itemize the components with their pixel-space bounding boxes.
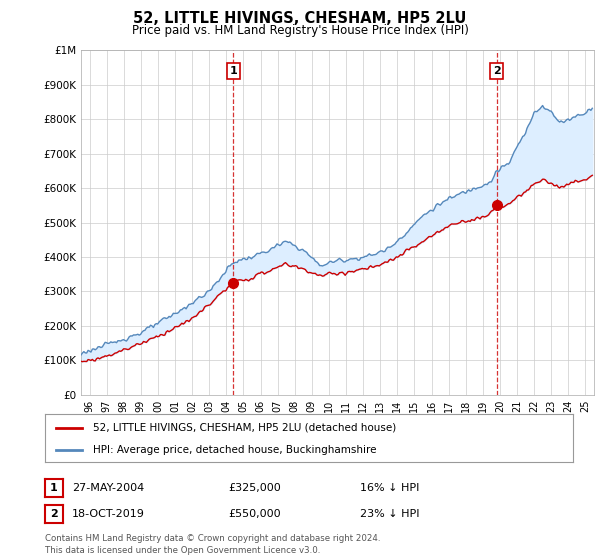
Text: £550,000: £550,000 [228, 509, 281, 519]
Text: HPI: Average price, detached house, Buckinghamshire: HPI: Average price, detached house, Buck… [92, 445, 376, 455]
Text: 2: 2 [50, 509, 58, 519]
Text: 2: 2 [493, 66, 500, 76]
Text: 18-OCT-2019: 18-OCT-2019 [72, 509, 145, 519]
Text: £325,000: £325,000 [228, 483, 281, 493]
Text: 16% ↓ HPI: 16% ↓ HPI [360, 483, 419, 493]
Text: Contains HM Land Registry data © Crown copyright and database right 2024.
This d: Contains HM Land Registry data © Crown c… [45, 534, 380, 555]
Text: Price paid vs. HM Land Registry's House Price Index (HPI): Price paid vs. HM Land Registry's House … [131, 24, 469, 36]
Text: 27-MAY-2004: 27-MAY-2004 [72, 483, 144, 493]
Text: 1: 1 [50, 483, 58, 493]
Text: 52, LITTLE HIVINGS, CHESHAM, HP5 2LU (detached house): 52, LITTLE HIVINGS, CHESHAM, HP5 2LU (de… [92, 423, 396, 433]
Text: 52, LITTLE HIVINGS, CHESHAM, HP5 2LU: 52, LITTLE HIVINGS, CHESHAM, HP5 2LU [133, 11, 467, 26]
Text: 23% ↓ HPI: 23% ↓ HPI [360, 509, 419, 519]
Text: 1: 1 [229, 66, 237, 76]
